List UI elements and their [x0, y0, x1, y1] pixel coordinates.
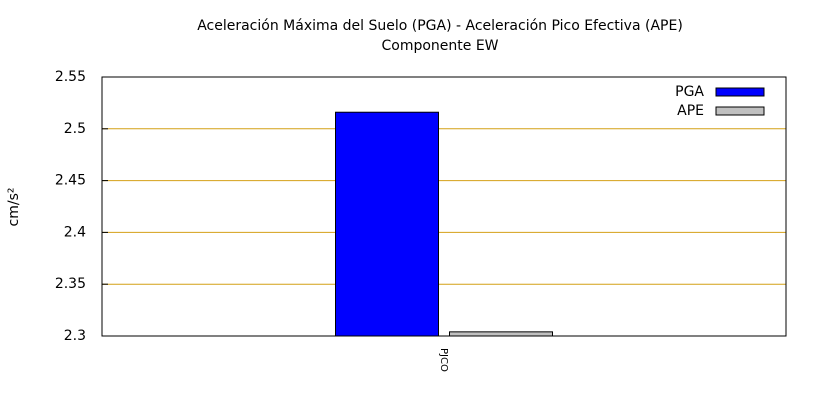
chart-subtitle: Componente EW: [381, 38, 498, 54]
y-tick-label: 2.4: [64, 224, 86, 240]
legend-swatch: [715, 87, 765, 97]
y-tick-label: 2.45: [55, 173, 86, 189]
y-axis-label: cm/s²: [6, 188, 22, 227]
y-tick-label: 2.35: [55, 276, 86, 292]
legend-swatch: [715, 106, 765, 116]
chart-title: Aceleración Máxima del Suelo (PGA) - Ace…: [197, 18, 683, 34]
legend-label: PGA: [675, 84, 704, 100]
y-tick-label: 2.5: [64, 121, 86, 137]
legend-label: APE: [677, 103, 704, 119]
bar: [335, 111, 439, 337]
plot-frame: [101, 76, 787, 337]
x-tick-label: PJCO: [438, 348, 449, 372]
y-tick-label: 2.3: [64, 328, 86, 344]
y-tick-label: 2.55: [55, 69, 86, 85]
bar: [449, 331, 553, 337]
